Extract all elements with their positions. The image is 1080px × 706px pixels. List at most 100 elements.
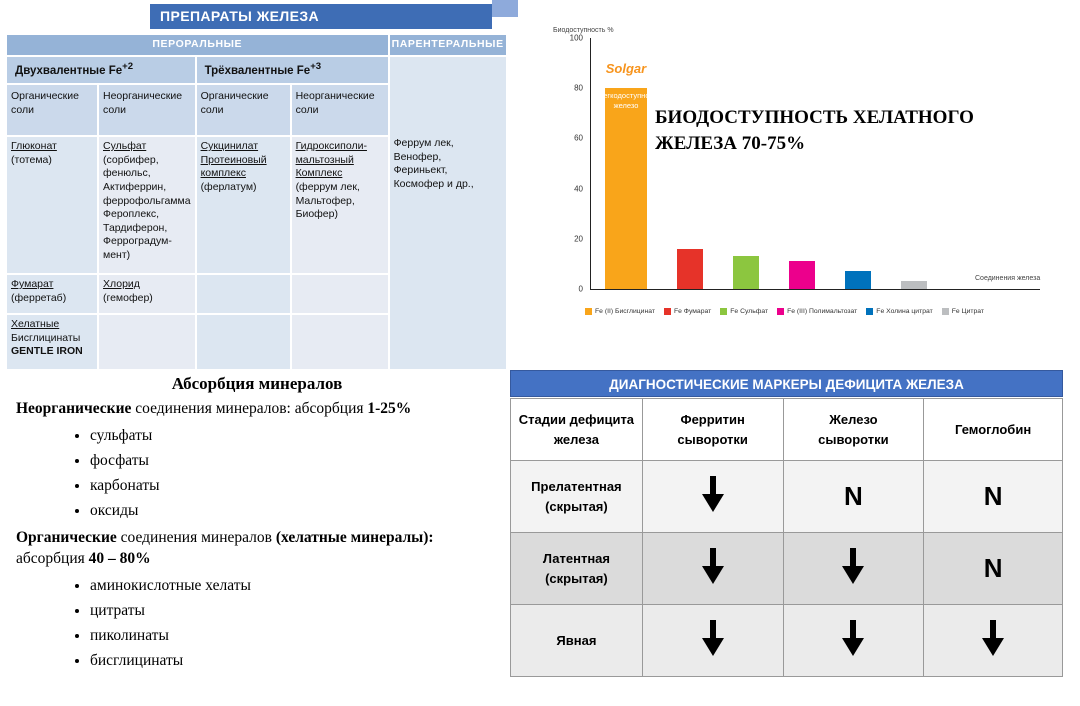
- markers-header-cell: Ферритин сыворотки: [641, 398, 784, 461]
- legend-label: Fe (III) Полимальтозат: [787, 308, 858, 315]
- inorganic-salts-header-2: Неорганические соли: [291, 85, 388, 135]
- parenteral-header: ПАРЕНТЕРАЛЬНЫЕ: [389, 35, 506, 55]
- list-item: фосфаты: [90, 452, 506, 470]
- chart-legend: Fe (II) Бисглицинат Fe Фумарат Fe Сульфат F…: [585, 308, 984, 315]
- chloride-name: Хлорид: [103, 278, 140, 290]
- legend-item: Fe Холина цитрат: [866, 308, 933, 315]
- down-arrow-icon: [841, 548, 865, 584]
- organic-line2: абсорбция: [16, 550, 89, 568]
- sulfate-detail: (сорбифер, фенюльс, Актиферрин, феррофол…: [103, 153, 191, 262]
- chelated-name: Хелатные: [11, 318, 60, 330]
- bar-0: [605, 88, 647, 289]
- gluconate-detail: (тотема): [11, 153, 52, 166]
- markers-table: Стадии дефицита железа Ферритин сыворотки…: [510, 398, 1063, 677]
- list-item: оксиды: [90, 502, 506, 520]
- down-arrow-icon: [701, 620, 725, 656]
- valence-header-row: Двухвалентные Fe+2 Трёхвалентные Fe+3 Фе…: [7, 57, 506, 369]
- markers-row: Латентная (скрытая) N: [510, 532, 1063, 605]
- list-item: аминокислотные хелаты: [90, 577, 506, 595]
- markers-row: Прелатентная (скрытая) N N: [510, 460, 1063, 533]
- trivalent-header: Трёхвалентные Fe+3: [196, 57, 388, 83]
- chloride-detail: (гемофер): [103, 291, 153, 304]
- plot-area: 0 20 40 60 80 100: [570, 34, 1040, 294]
- legend-swatch: [663, 308, 671, 315]
- legend-label: Fe Холина цитрат: [876, 308, 933, 315]
- legend-swatch: [941, 308, 949, 315]
- stage-cell: Латентная (скрытая): [510, 532, 643, 605]
- gluconate-cell: Глюконат (тотема): [7, 137, 97, 273]
- stage-cell: Явная: [510, 604, 643, 677]
- marker-cell-decreased: [641, 532, 784, 605]
- marker-cell-decreased: [782, 532, 925, 605]
- legend-label: Fe Сульфат: [730, 308, 769, 315]
- legend-swatch: [720, 308, 728, 315]
- inorganic-pct: 1-25%: [367, 400, 412, 417]
- parenteral-drugs-cell: Феррум лек, Венофер, Фериньект, Космофер…: [389, 57, 506, 369]
- marker-cell-decreased: [923, 604, 1063, 677]
- markers-header-row: Стадии дефицита железа Ферритин сыворотки…: [510, 398, 1063, 461]
- succinylate-detail: (ферлатум): [200, 180, 257, 193]
- empty-cell: [196, 275, 290, 313]
- title-accent-box: [492, 0, 518, 17]
- bar-4: [845, 271, 871, 289]
- y-tick: 20: [574, 234, 583, 244]
- organic-list: аминокислотные хелаты цитраты пиколинаты би…: [8, 577, 506, 670]
- empty-cell: [291, 315, 388, 369]
- inorganic-list: сульфаты фосфаты карбонаты оксиды: [8, 427, 506, 520]
- y-axis-ticks: 0 20 40 60 80 100: [557, 34, 587, 294]
- marker-cell-normal: N: [923, 532, 1063, 605]
- list-item: цитраты: [90, 602, 506, 620]
- y-tick: 80: [574, 83, 583, 93]
- gluconate-name: Глюконат: [11, 140, 57, 152]
- inorganic-salts-header-1: Неорганические соли: [99, 85, 195, 135]
- markers-section: ДИАГНОСТИЧЕСКИЕ МАРКЕРЫ ДЕФИЦИТА ЖЕЛЕЗА …: [510, 370, 1063, 677]
- organic-salts-header-1: Органические соли: [7, 85, 97, 135]
- down-arrow-icon: [701, 548, 725, 584]
- markers-header-cell: Гемоглобин: [923, 398, 1063, 461]
- marker-cell-normal: N: [923, 460, 1063, 533]
- fumarate-name: Фумарат: [11, 278, 54, 290]
- list-item: пиколинаты: [90, 627, 506, 645]
- solgar-brand-annotation: Solgar: [605, 61, 647, 76]
- divalent-header: Двухвалентные Fe+2: [7, 57, 195, 83]
- iron-table-row: Хелатные Бисглицинаты GENTLE IRON: [7, 315, 506, 369]
- marker-cell-decreased: [641, 460, 784, 533]
- legend-item: Fe Цитрат: [941, 308, 985, 315]
- iron-table-row: Глюконат (тотема) Сульфат (сорбифер, фен…: [7, 137, 506, 273]
- legend-item: Fe (II) Бисглицинат: [585, 308, 655, 315]
- inorganic-line: Неорганические соединения минералов: абс…: [16, 398, 506, 420]
- legend-swatch: [777, 308, 785, 315]
- marker-cell-decreased: [782, 604, 925, 677]
- marker-cell-decreased: [641, 604, 784, 677]
- chelated-brand: GENTLE IRON: [11, 345, 83, 358]
- list-item: сульфаты: [90, 427, 506, 445]
- succinylate-name: Сукцинилат Протеиновый комплекс: [200, 140, 267, 180]
- legend-swatch: [585, 308, 592, 315]
- iron-preparations-table: ПЕРОРАЛЬНЫЕ ПАРЕНТЕРАЛЬНЫЕ Двухвалентные…: [5, 33, 508, 371]
- chelated-detail: Бисглицинаты: [11, 331, 81, 344]
- fumarate-detail: (ферретаб): [11, 291, 67, 304]
- markers-tbody: Прелатентная (скрытая) N N Латентная (скрыт…: [510, 460, 1063, 677]
- legend-swatch: [866, 308, 874, 315]
- down-arrow-icon: [841, 620, 865, 656]
- y-tick: 0: [578, 284, 583, 294]
- bioavailability-chart: Биодоступность % 0 20 40 60 80 100 Solgar Лег…: [545, 5, 1080, 317]
- organic-line: Органические соединения минералов (хелат…: [16, 527, 506, 570]
- route-header-row: ПЕРОРАЛЬНЫЕ ПАРЕНТЕРАЛЬНЫЕ: [7, 35, 506, 55]
- trivalent-sup: +3: [310, 61, 322, 73]
- list-item: карбонаты: [90, 477, 506, 495]
- empty-cell: [291, 275, 388, 313]
- down-arrow-icon: [981, 620, 1005, 656]
- chelated-cell: Хелатные Бисглицинаты GENTLE IRON: [7, 315, 97, 369]
- stage-cell: Прелатентная (скрытая): [510, 460, 643, 533]
- sulfate-cell: Сульфат (сорбифер, фенюльс, Актиферрин, …: [99, 137, 195, 273]
- legend-label: Fe Цитрат: [951, 308, 985, 315]
- organic-bold: Органические: [16, 528, 117, 546]
- y-tick: 100: [569, 33, 583, 43]
- bar-3: [789, 261, 815, 289]
- inorganic-rest: соединения минералов: абсорбция: [131, 400, 368, 417]
- hydroxypolymaltose-cell: Гидроксиполи-мальтозный Комплекс (феррум…: [291, 137, 388, 273]
- down-arrow-icon: [701, 476, 725, 512]
- bar-2: [733, 256, 759, 289]
